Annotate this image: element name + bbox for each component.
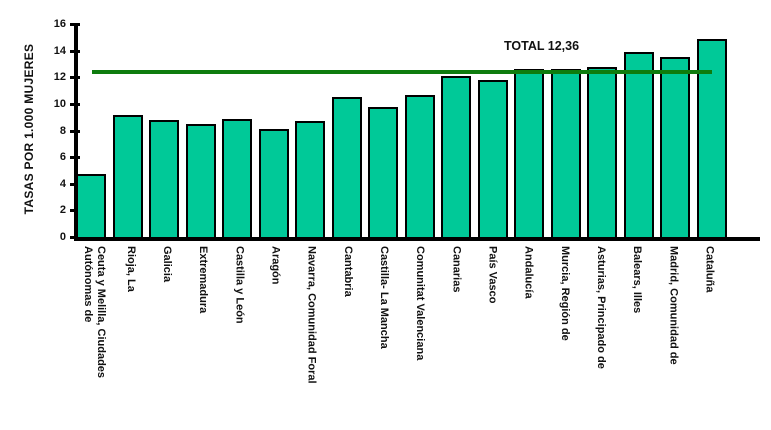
- x-label-slot: Castilla- La Mancha: [365, 246, 401, 430]
- x-axis-labels: Ceuta y Melilla, Ciudades Autónomas de Ri…: [76, 246, 727, 430]
- x-category-label: Ceuta y Melilla, Ciudades Autónomas de: [82, 246, 108, 379]
- x-label-slot: Cataluña: [691, 246, 727, 430]
- bar: [441, 76, 472, 237]
- y-tick-label: 0: [59, 231, 66, 243]
- bar: [76, 174, 106, 237]
- y-tick-mark: [70, 156, 80, 160]
- y-axis-title: TASAS POR 1.000 MUJERES: [22, 43, 36, 215]
- bar: [185, 124, 216, 237]
- x-category-label: Comunitat Valenciana: [414, 246, 427, 361]
- x-category-label: Castilla y León: [233, 246, 246, 324]
- x-category-label: Canarias: [450, 246, 463, 293]
- x-category-label: Extremadura: [197, 246, 210, 314]
- x-category-label: Galicia: [160, 246, 173, 283]
- x-label-slot: Aragón: [257, 246, 293, 430]
- y-tick-label: 10: [53, 97, 66, 110]
- y-tick-mark: [70, 102, 80, 106]
- bar: [149, 120, 180, 237]
- bar: [404, 95, 435, 237]
- x-label-slot: Extremadura: [185, 246, 221, 430]
- bar: [587, 67, 618, 237]
- y-tick-label: 12: [53, 71, 66, 84]
- y-tick-mark: [70, 49, 80, 53]
- x-label-slot: Balears, Illes: [619, 246, 655, 430]
- bar: [623, 52, 654, 237]
- x-label-slot: Galicia: [148, 246, 184, 430]
- x-label-slot: Comunitat Valenciana: [402, 246, 438, 430]
- x-category-label: Aragón: [269, 246, 282, 285]
- x-label-slot: Castilla y León: [221, 246, 257, 430]
- x-label-slot: Ceuta y Melilla, Ciudades Autónomas de: [76, 246, 112, 430]
- x-category-label: Navarra, Comunidad Foral: [305, 246, 318, 384]
- y-tick-label: 14: [53, 44, 66, 57]
- bar: [258, 129, 289, 237]
- y-tick-label: 16: [53, 18, 66, 30]
- bar: [514, 69, 545, 237]
- x-category-label: Cantabria: [341, 246, 354, 297]
- x-label-slot: Murcia, Región de: [546, 246, 582, 430]
- y-tick-mark: [70, 182, 80, 186]
- x-label-slot: Rioja, La: [112, 246, 148, 430]
- x-category-label: Asturias, Principado de: [594, 246, 607, 369]
- y-tick-mark: [70, 76, 80, 80]
- x-category-label: Balears, Illes: [631, 246, 644, 314]
- x-label-slot: Asturias, Principado de: [582, 246, 618, 430]
- x-category-label: Murcia, Región de: [558, 246, 571, 341]
- total-reference-line: [92, 70, 712, 75]
- y-tick-mark: [70, 129, 80, 133]
- y-tick-label: 2: [59, 204, 66, 217]
- bars-group: [76, 21, 727, 237]
- x-label-slot: Cantabria: [329, 246, 365, 430]
- bar: [295, 121, 326, 237]
- x-category-label: Madrid, Comunidad de: [667, 246, 680, 365]
- x-axis-line: [74, 237, 760, 241]
- y-axis-line: [74, 24, 78, 241]
- bar: [331, 97, 362, 237]
- y-tick-label: 8: [59, 124, 66, 137]
- y-tick-label: 4: [59, 177, 66, 190]
- y-tick-label: 6: [59, 151, 66, 164]
- x-category-label: Castilla- La Mancha: [377, 246, 390, 349]
- x-label-slot: Canarias: [438, 246, 474, 430]
- bar: [112, 115, 143, 237]
- x-category-label: Cataluña: [703, 246, 716, 293]
- y-tick-mark: [70, 209, 80, 213]
- y-tick-mark: [70, 23, 80, 26]
- x-label-slot: Madrid, Comunidad de: [655, 246, 691, 430]
- x-category-label: Andalucía: [522, 246, 535, 299]
- x-label-slot: Andalucía: [510, 246, 546, 430]
- bar: [696, 39, 727, 237]
- x-label-slot: Navarra, Comunidad Foral: [293, 246, 329, 430]
- bar: [368, 107, 399, 237]
- x-category-label: Rioja, La: [124, 246, 137, 292]
- y-tick-mark: [70, 236, 80, 239]
- total-line-label: TOTAL 12,36: [504, 39, 580, 53]
- bar: [550, 69, 581, 237]
- bar: [222, 119, 253, 237]
- x-category-label: País Vasco: [486, 246, 499, 304]
- bar: [660, 57, 691, 237]
- x-label-slot: País Vasco: [474, 246, 510, 430]
- bar: [477, 80, 508, 237]
